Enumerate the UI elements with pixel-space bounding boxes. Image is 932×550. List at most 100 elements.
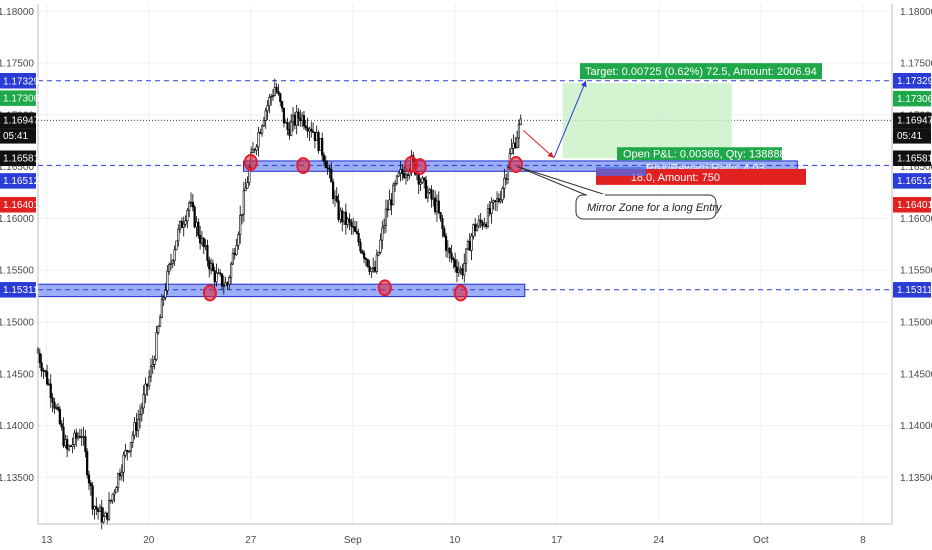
candle-body — [162, 297, 165, 300]
candle-body — [330, 169, 333, 183]
x-tick-label: 20 — [143, 535, 155, 546]
candle-body — [386, 208, 389, 211]
candle-body — [497, 198, 500, 202]
candle-body — [266, 105, 269, 112]
candle-body — [514, 142, 517, 148]
candle-body — [71, 444, 74, 447]
candle-body — [492, 200, 495, 203]
candle-body — [421, 177, 424, 183]
candle-body — [426, 192, 429, 199]
left-badge: 1.17306 — [3, 93, 40, 104]
up-arrow — [553, 80, 587, 159]
candle-body — [191, 201, 194, 208]
left-badge: 1.16947 — [3, 116, 40, 127]
candle-body — [224, 282, 227, 287]
x-tick-label: 24 — [653, 535, 665, 546]
candle-body — [209, 263, 213, 270]
candle-body — [304, 125, 307, 129]
candle-body — [393, 183, 397, 186]
candle-body — [239, 215, 242, 235]
candle-body — [117, 473, 120, 489]
candle-body — [461, 268, 464, 276]
candle-body — [229, 263, 233, 278]
candle-body — [335, 195, 338, 202]
candle-body — [64, 439, 67, 446]
candle-body — [89, 482, 92, 487]
candle-body — [140, 407, 143, 415]
candle-body — [142, 394, 145, 409]
left-badge-box — [0, 112, 36, 129]
overlays: Target: 0.00725 (0.62%) 72.5, Amount: 20… — [517, 63, 822, 220]
candle-body — [399, 169, 402, 174]
candle-body — [452, 258, 455, 261]
candle-body — [517, 124, 521, 139]
candle-body — [127, 450, 131, 453]
candle-body — [443, 228, 446, 237]
support-zone — [37, 283, 526, 298]
note-pointer-mask — [587, 194, 605, 197]
candle-body — [355, 231, 358, 234]
candle-body — [488, 208, 491, 214]
candle-body — [175, 240, 178, 251]
candle-body — [437, 200, 440, 213]
candle-body — [164, 290, 167, 298]
candle-body — [515, 137, 519, 148]
candle-body — [495, 198, 499, 203]
candle-body — [195, 221, 198, 228]
candle-body — [124, 450, 127, 456]
left-badge: 05:41 — [3, 131, 28, 142]
candle-body — [211, 263, 214, 271]
candle-body — [73, 432, 76, 445]
candle-body — [475, 225, 479, 232]
candle-body — [472, 224, 475, 237]
left-badge: 1.16401 — [3, 200, 40, 211]
candle-body — [240, 213, 244, 216]
left-badge: 1.17329 — [3, 76, 40, 87]
candle-body — [301, 115, 304, 121]
candle-body — [153, 359, 156, 365]
candle-body — [361, 250, 364, 254]
candle-body — [284, 122, 287, 124]
candle-body — [297, 111, 300, 119]
candle-body — [342, 211, 346, 223]
candle-body — [481, 222, 484, 227]
candle-body — [424, 179, 428, 199]
candle-body — [104, 512, 107, 517]
candle-body — [341, 210, 344, 223]
candle-body — [273, 87, 276, 96]
price-badge-box — [893, 282, 931, 298]
candle-body — [275, 87, 278, 92]
touch-marker — [453, 284, 468, 302]
candle-body — [313, 131, 316, 141]
touch-marker — [377, 279, 392, 297]
candle-body — [133, 422, 136, 436]
candle-body — [169, 262, 173, 265]
candle-body — [401, 169, 404, 174]
candle-body — [98, 506, 102, 512]
candle-body — [328, 167, 331, 170]
candle-body — [281, 101, 284, 109]
touch-marker — [509, 156, 524, 174]
candles — [36, 78, 522, 530]
price-badge-box — [893, 73, 931, 89]
candle-body — [311, 130, 315, 133]
candle-body — [290, 121, 293, 136]
price-badge: 1.17329 — [897, 76, 932, 87]
candle-body — [519, 118, 522, 125]
touch-markers — [202, 153, 524, 302]
candle-body — [47, 383, 51, 386]
candle-body — [151, 364, 154, 367]
candle-body — [67, 445, 71, 450]
pnl-label-box — [617, 147, 782, 161]
candle-body — [383, 225, 386, 229]
y-tick-label-right: 1.13500 — [900, 473, 932, 484]
candle-body — [450, 252, 453, 259]
candle-body — [463, 262, 466, 276]
candle-body — [177, 228, 180, 242]
y-tick-label-right: 1.15500 — [900, 266, 932, 277]
candle-body — [477, 219, 480, 227]
candle-body — [197, 221, 200, 236]
candle-body — [470, 235, 473, 251]
candle-body — [129, 442, 133, 452]
